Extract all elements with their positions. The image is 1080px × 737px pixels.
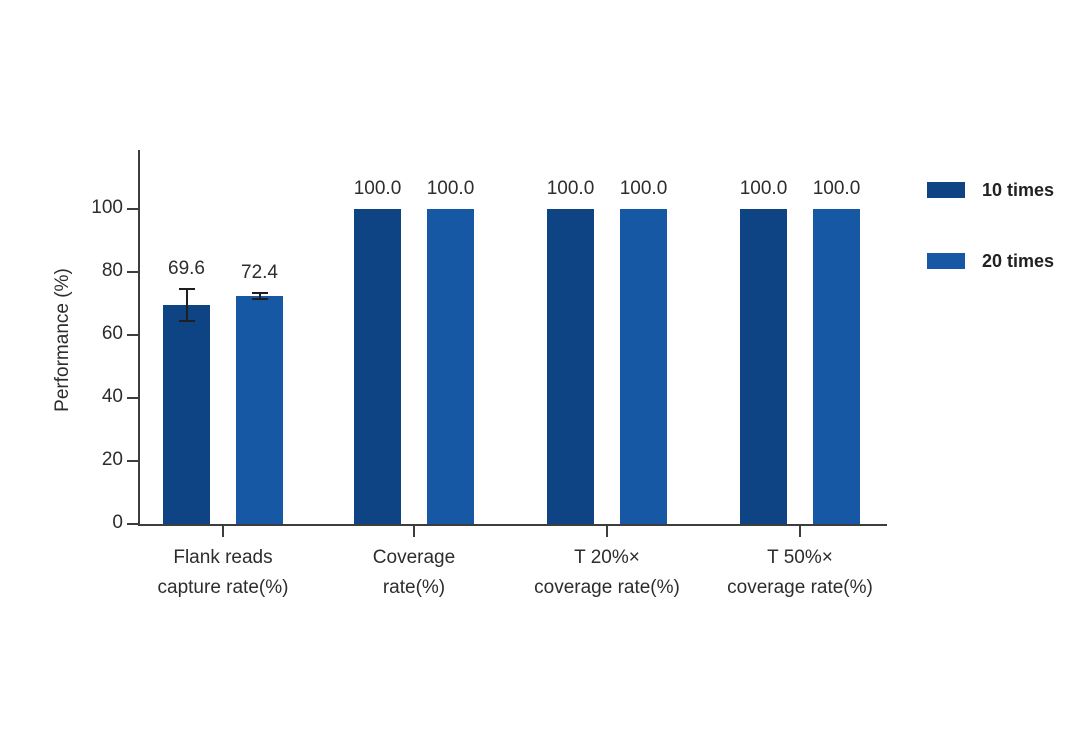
value-label: 69.6 (168, 258, 205, 279)
value-label: 100.0 (812, 178, 861, 199)
x-tick-mark (606, 525, 608, 537)
value-label: 100.0 (546, 178, 595, 199)
error-bar-cap-top (251, 291, 268, 294)
x-tick-mark (799, 525, 801, 537)
bar-series2-cat3 (620, 209, 667, 524)
value-label: 100.0 (353, 178, 402, 199)
value-label: 72.4 (241, 261, 278, 283)
legend-swatch-1 (927, 182, 965, 198)
y-axis-line (138, 150, 140, 526)
x-tick-mark (222, 525, 224, 537)
error-bar-cap-bottom (178, 319, 195, 322)
x-tick-label-line: Flank reads (173, 547, 273, 568)
y-tick-mark (127, 334, 138, 336)
x-tick-label-line: coverage rate(%) (534, 577, 680, 598)
error-bar-cap-top (178, 288, 195, 290)
x-tick-label-line: Coverage (372, 547, 456, 568)
error-bar-line (185, 289, 188, 321)
bar-series1-cat1 (163, 304, 210, 524)
bar-series2-cat2 (427, 209, 474, 524)
y-tick-label: 100 (91, 197, 123, 218)
y-tick-label: 0 (112, 512, 123, 533)
y-tick-label: 60 (101, 323, 123, 344)
x-tick-label-line: coverage rate(%) (727, 577, 873, 598)
value-label: 100.0 (619, 178, 668, 199)
bar-series1-cat3 (547, 209, 594, 524)
y-tick-mark (127, 208, 138, 210)
x-tick-label-line: T 20%× (574, 547, 640, 568)
bar-series1-cat2 (354, 209, 401, 524)
legend-label-1: 10 times (982, 180, 1055, 200)
x-axis-line (138, 524, 887, 526)
x-tick-label: Coverage rate(%) (304, 543, 524, 603)
bar-series1-cat4 (740, 209, 787, 524)
x-tick-label: T 50%× coverage rate(%) (690, 543, 910, 603)
bar-series2-cat1 (236, 295, 283, 524)
x-tick-label-line: T 50%× (767, 547, 833, 568)
y-tick-mark (127, 523, 138, 525)
error-bar-cap-bottom (251, 298, 268, 301)
y-tick-mark (127, 397, 138, 399)
y-tick-label: 20 (101, 449, 123, 470)
legend-swatch-2 (927, 253, 965, 269)
x-tick-label-line: capture rate(%) (157, 577, 289, 598)
legend-label-2: 20 times (982, 251, 1055, 271)
x-tick-label: Flank reads capture rate(%) (113, 543, 333, 603)
bar-series2-cat4 (813, 209, 860, 524)
y-tick-label: 80 (101, 260, 123, 281)
y-tick-label: 40 (101, 386, 123, 407)
y-tick-mark (127, 271, 138, 273)
x-tick-mark (413, 525, 415, 537)
y-tick-mark (127, 460, 138, 462)
x-tick-label: T 20%× coverage rate(%) (497, 543, 717, 603)
error-bar-line (258, 292, 261, 300)
value-label: 100.0 (426, 178, 475, 199)
x-tick-label-line: rate(%) (382, 577, 446, 598)
value-label: 100.0 (739, 178, 788, 199)
